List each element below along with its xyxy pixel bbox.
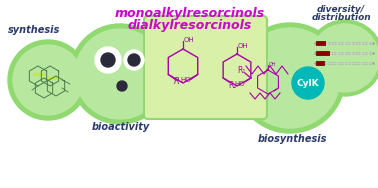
Circle shape (124, 50, 144, 70)
Text: HO: HO (181, 77, 191, 83)
Text: R: R (174, 77, 180, 86)
Text: diversity/: diversity/ (317, 5, 365, 14)
Text: OH: OH (184, 37, 195, 43)
Circle shape (128, 54, 140, 66)
Text: bioactivity: bioactivity (92, 122, 150, 132)
Text: OH: OH (269, 62, 276, 67)
Text: synthesis: synthesis (8, 25, 60, 35)
Circle shape (101, 53, 115, 67)
Text: monoalkylresorcinols: monoalkylresorcinols (115, 7, 265, 20)
Circle shape (311, 24, 378, 92)
Text: distribution: distribution (311, 14, 371, 23)
Text: OH: OH (238, 43, 249, 49)
Circle shape (75, 29, 165, 119)
Circle shape (240, 28, 340, 128)
Text: biosynthesis: biosynthesis (257, 134, 327, 144)
Text: R₂: R₂ (228, 81, 237, 90)
Text: HO: HO (235, 81, 245, 87)
FancyBboxPatch shape (144, 16, 267, 119)
Circle shape (8, 40, 88, 120)
Circle shape (117, 81, 127, 91)
Circle shape (307, 20, 378, 96)
Circle shape (95, 47, 121, 73)
Text: R₁: R₁ (237, 66, 245, 75)
Circle shape (292, 67, 324, 99)
Circle shape (13, 45, 83, 115)
Text: CylK: CylK (297, 79, 319, 87)
Text: dialkylresorcinols: dialkylresorcinols (128, 18, 252, 32)
Circle shape (235, 23, 345, 133)
Circle shape (70, 24, 170, 124)
